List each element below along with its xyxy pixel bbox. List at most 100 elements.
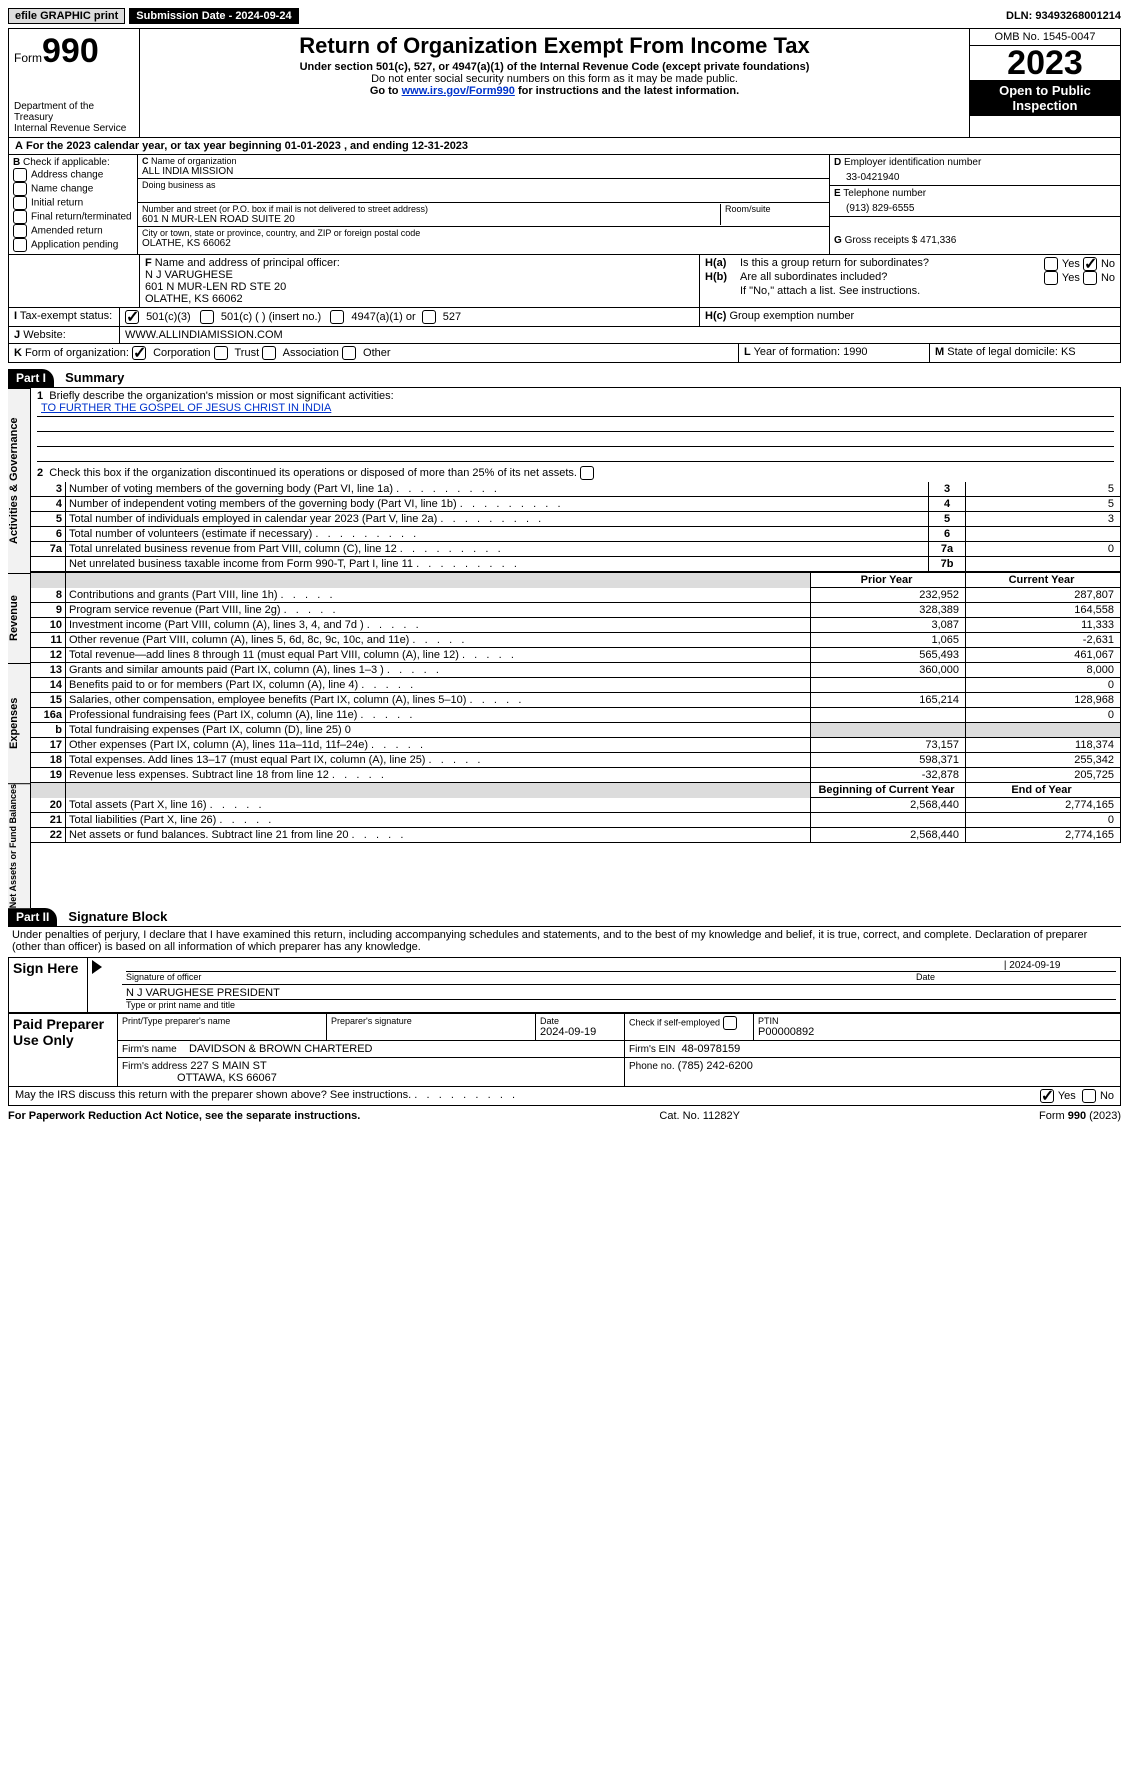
- row-curr: 255,342: [966, 753, 1121, 768]
- row-desc: Contributions and grants (Part VIII, lin…: [66, 588, 811, 603]
- dept-line1: Department of the Treasury: [14, 101, 134, 123]
- row-curr: 128,968: [966, 693, 1121, 708]
- ha-no[interactable]: [1083, 257, 1097, 271]
- chk-name-change[interactable]: [13, 182, 27, 196]
- row-val: 0: [966, 542, 1121, 557]
- line-a-tax-year: A For the 2023 calendar year, or tax yea…: [8, 138, 1121, 155]
- part1-label: Part I: [8, 369, 54, 387]
- row-num: 17: [31, 738, 66, 753]
- chk-4947[interactable]: [330, 310, 344, 324]
- side-net: Net Assets or Fund Balances: [8, 783, 31, 908]
- may-irs-no[interactable]: [1082, 1089, 1096, 1103]
- row-desc: Number of voting members of the governin…: [66, 482, 929, 497]
- chk-initial-return[interactable]: [13, 196, 27, 210]
- chk-final-return[interactable]: [13, 210, 27, 224]
- irs-link[interactable]: www.irs.gov/Form990: [402, 85, 515, 97]
- row-num: 13: [31, 663, 66, 678]
- b-label: Check if applicable:: [23, 157, 110, 168]
- k-label: Form of organization:: [25, 347, 129, 359]
- row-prior: 598,371: [811, 753, 966, 768]
- row-fh: F Name and address of principal officer:…: [8, 255, 1121, 308]
- type-label: Type or print name and title: [126, 1000, 1116, 1010]
- chk-501c[interactable]: [200, 310, 214, 324]
- row-num: 5: [31, 512, 66, 527]
- row-desc: Total liabilities (Part X, line 26): [66, 813, 811, 828]
- chk-assoc[interactable]: [262, 346, 276, 360]
- website-value: WWW.ALLINDIAMISSION.COM: [120, 327, 1120, 343]
- row-ref: 6: [929, 527, 966, 542]
- gross-receipts-value: 471,336: [920, 235, 956, 246]
- row-i-hc: I Tax-exempt status: 501(c)(3) 501(c) ( …: [8, 308, 1121, 327]
- part2-bar: Part II Signature Block: [8, 908, 1121, 927]
- form-label: Form: [14, 51, 42, 65]
- row-num: 9: [31, 603, 66, 618]
- may-irs-row: May the IRS discuss this return with the…: [8, 1087, 1121, 1106]
- hb-no[interactable]: [1083, 271, 1097, 285]
- firm-ein: 48-0978159: [681, 1043, 740, 1055]
- prep-name-label: Print/Type preparer's name: [122, 1016, 322, 1026]
- row-curr: 0: [966, 708, 1121, 723]
- row-num: 6: [31, 527, 66, 542]
- row-prior: 232,952: [811, 588, 966, 603]
- footer-form-no: 990: [1068, 1110, 1086, 1122]
- row-curr: 8,000: [966, 663, 1121, 678]
- org-address: 601 N MUR-LEN ROAD SUITE 20: [142, 214, 720, 225]
- sig-officer-label: Signature of officer: [126, 972, 916, 982]
- q1: Briefly describe the organization's miss…: [49, 390, 393, 402]
- j-label: Website:: [23, 329, 66, 341]
- row-curr: 2,774,165: [966, 798, 1121, 813]
- row-num: 10: [31, 618, 66, 633]
- sig-date-top: 2024-09-19: [1009, 960, 1060, 971]
- row-desc: Total expenses. Add lines 13–17 (must eq…: [66, 753, 811, 768]
- prep-date: 2024-09-19: [540, 1026, 596, 1038]
- row-desc: Program service revenue (Part VIII, line…: [66, 603, 811, 618]
- chk-527[interactable]: [422, 310, 436, 324]
- efile-button[interactable]: efile GRAPHIC print: [8, 8, 125, 24]
- chk-corp[interactable]: [132, 346, 146, 360]
- row-desc: Total assets (Part X, line 16): [66, 798, 811, 813]
- row-prior: 3,087: [811, 618, 966, 633]
- row-desc: Other expenses (Part IX, column (A), lin…: [66, 738, 811, 753]
- ha-yes[interactable]: [1044, 257, 1058, 271]
- row-prior: 165,214: [811, 693, 966, 708]
- row-curr: 11,333: [966, 618, 1121, 633]
- row-curr: 2,774,165: [966, 828, 1121, 843]
- row-prior: 2,568,440: [811, 798, 966, 813]
- firm-name: DAVIDSON & BROWN CHARTERED: [189, 1043, 373, 1055]
- row-num: 3: [31, 482, 66, 497]
- phone-label: Telephone number: [843, 188, 926, 199]
- row-ref: 5: [929, 512, 966, 527]
- submission-date-button[interactable]: Submission Date - 2024-09-24: [129, 8, 298, 24]
- row-desc: Total number of individuals employed in …: [66, 512, 929, 527]
- chk-address-change[interactable]: [13, 168, 27, 182]
- chk-other[interactable]: [342, 346, 356, 360]
- chk-amended[interactable]: [13, 224, 27, 238]
- header-sub2: Do not enter social security numbers on …: [146, 73, 963, 85]
- f-label: Name and address of principal officer:: [155, 257, 340, 269]
- hb-note: If "No," attach a list. See instructions…: [705, 285, 1115, 297]
- row-num: [31, 557, 66, 572]
- chk-501c3[interactable]: [125, 310, 139, 324]
- row-val: [966, 557, 1121, 572]
- mission-link[interactable]: TO FURTHER THE GOSPEL OF JESUS CHRIST IN…: [41, 402, 331, 414]
- chk-discontinued[interactable]: [580, 466, 594, 480]
- officer-printed: N J VARUGHESE PRESIDENT: [126, 987, 1116, 1000]
- row-num: 20: [31, 798, 66, 813]
- hb-yes[interactable]: [1044, 271, 1058, 285]
- chk-self-emp[interactable]: [723, 1016, 737, 1030]
- row-ref: 7b: [929, 557, 966, 572]
- may-irs-yes[interactable]: [1040, 1089, 1054, 1103]
- chk-trust[interactable]: [214, 346, 228, 360]
- footer-mid: Cat. No. 11282Y: [659, 1110, 740, 1122]
- row-desc: Net unrelated business taxable income fr…: [66, 557, 929, 572]
- chk-pending[interactable]: [13, 238, 27, 252]
- prep-sig-label: Preparer's signature: [331, 1016, 531, 1026]
- hb-text: Are all subordinates included?: [740, 271, 1044, 285]
- end-year-hdr: End of Year: [966, 783, 1121, 798]
- part2-label: Part II: [8, 908, 57, 926]
- row-desc: Professional fundraising fees (Part IX, …: [66, 708, 811, 723]
- year-formation: 1990: [843, 346, 867, 358]
- row-prior: [811, 813, 966, 828]
- row-curr: [966, 723, 1121, 738]
- penalty-text: Under penalties of perjury, I declare th…: [8, 927, 1121, 955]
